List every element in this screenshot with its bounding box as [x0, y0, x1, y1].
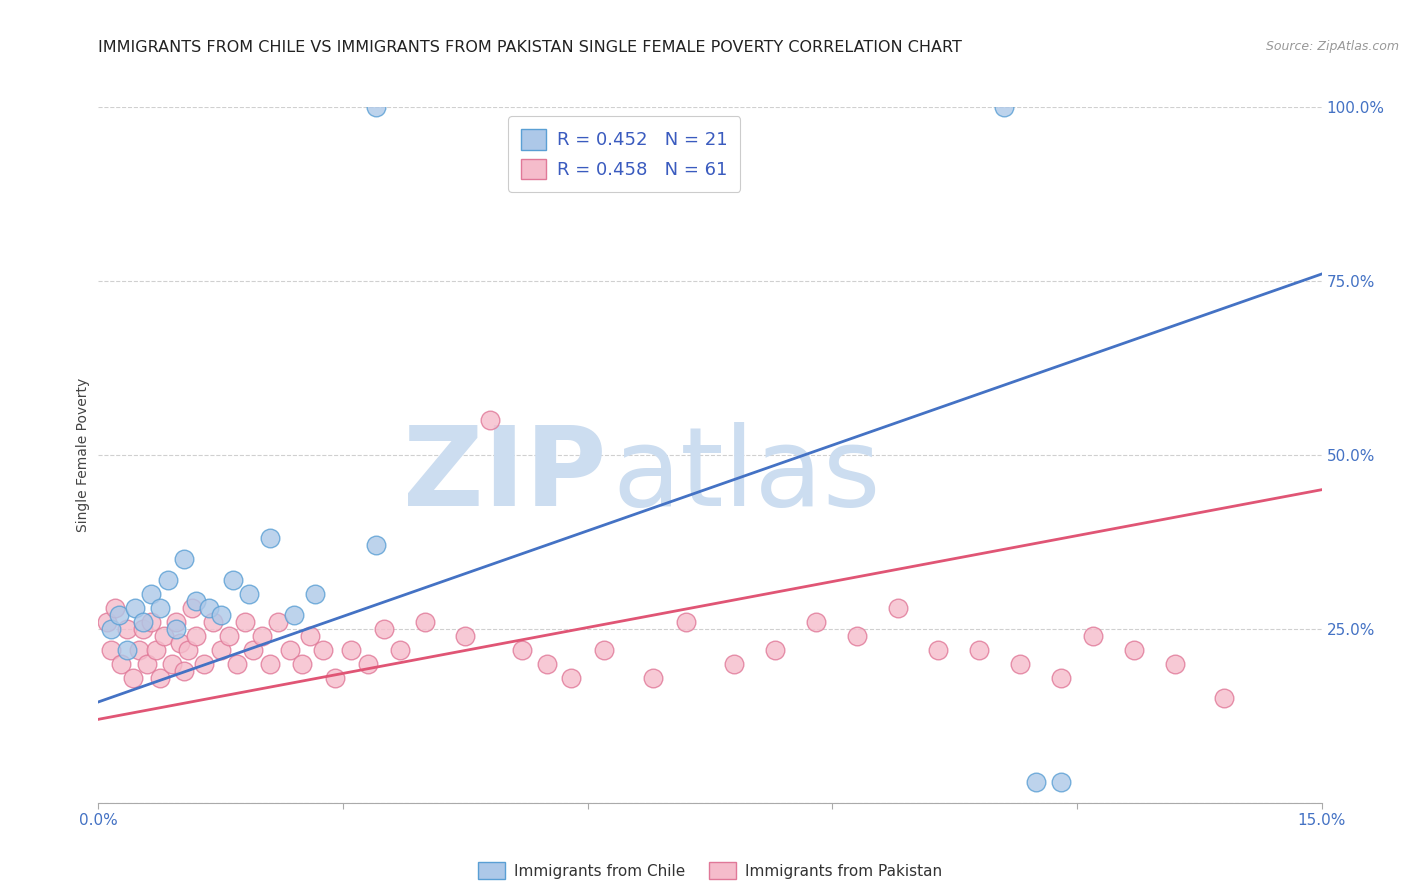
Point: [173, 552, 195, 566]
Point: [512, 642, 534, 657]
Point: [927, 642, 949, 657]
Point: [641, 671, 664, 685]
Text: ZIP: ZIP: [402, 422, 606, 529]
Point: [675, 615, 697, 629]
Point: [100, 622, 122, 636]
Point: [413, 615, 436, 629]
Point: [209, 607, 232, 622]
Point: [149, 601, 172, 615]
Point: [356, 657, 378, 671]
Point: [1123, 642, 1146, 657]
Point: [222, 573, 245, 587]
Legend: Immigrants from Chile, Immigrants from Pakistan: Immigrants from Chile, Immigrants from P…: [471, 855, 949, 886]
Point: [141, 615, 163, 629]
Point: [149, 671, 172, 685]
Point: [1049, 775, 1071, 789]
Point: [186, 594, 208, 608]
Point: [218, 629, 240, 643]
Point: [886, 601, 908, 615]
Point: [136, 657, 159, 671]
Point: [160, 657, 183, 671]
Point: [364, 538, 387, 552]
Point: [128, 642, 150, 657]
Point: [1025, 775, 1047, 789]
Text: IMMIGRANTS FROM CHILE VS IMMIGRANTS FROM PAKISTAN SINGLE FEMALE POVERTY CORRELAT: IMMIGRANTS FROM CHILE VS IMMIGRANTS FROM…: [98, 40, 962, 55]
Point: [100, 642, 122, 657]
Point: [967, 642, 990, 657]
Point: [259, 532, 281, 546]
Point: [173, 664, 195, 678]
Point: [283, 607, 305, 622]
Point: [165, 622, 187, 636]
Point: [169, 636, 191, 650]
Point: [96, 615, 118, 629]
Point: [536, 657, 558, 671]
Point: [177, 642, 200, 657]
Point: [312, 642, 335, 657]
Point: [132, 622, 155, 636]
Text: atlas: atlas: [612, 422, 880, 529]
Point: [804, 615, 827, 629]
Point: [156, 573, 179, 587]
Point: [845, 629, 868, 643]
Point: [145, 642, 167, 657]
Point: [233, 615, 256, 629]
Point: [238, 587, 260, 601]
Point: [389, 642, 412, 657]
Point: [593, 642, 616, 657]
Point: [278, 642, 301, 657]
Point: [1212, 691, 1234, 706]
Point: [242, 642, 264, 657]
Point: [226, 657, 249, 671]
Point: [193, 657, 215, 671]
Point: [1049, 671, 1071, 685]
Point: [1083, 629, 1105, 643]
Y-axis label: Single Female Poverty: Single Female Poverty: [76, 378, 90, 532]
Point: [110, 657, 132, 671]
Point: [291, 657, 314, 671]
Point: [108, 607, 131, 622]
Point: [165, 615, 187, 629]
Point: [201, 615, 224, 629]
Point: [186, 629, 208, 643]
Point: [115, 622, 138, 636]
Point: [560, 671, 582, 685]
Point: [478, 413, 501, 427]
Point: [1008, 657, 1031, 671]
Point: [115, 642, 138, 657]
Point: [124, 601, 146, 615]
Point: [132, 615, 155, 629]
Point: [1164, 657, 1187, 671]
Point: [121, 671, 143, 685]
Point: [373, 622, 395, 636]
Point: [993, 100, 1015, 114]
Point: [250, 629, 273, 643]
Point: [104, 601, 127, 615]
Point: [763, 642, 786, 657]
Point: [364, 100, 387, 114]
Point: [299, 629, 322, 643]
Point: [304, 587, 326, 601]
Point: [197, 601, 219, 615]
Point: [267, 615, 290, 629]
Point: [723, 657, 745, 671]
Point: [181, 601, 204, 615]
Text: Source: ZipAtlas.com: Source: ZipAtlas.com: [1265, 40, 1399, 54]
Point: [454, 629, 477, 643]
Point: [141, 587, 163, 601]
Point: [152, 629, 174, 643]
Point: [340, 642, 363, 657]
Point: [209, 642, 232, 657]
Point: [259, 657, 281, 671]
Point: [323, 671, 346, 685]
